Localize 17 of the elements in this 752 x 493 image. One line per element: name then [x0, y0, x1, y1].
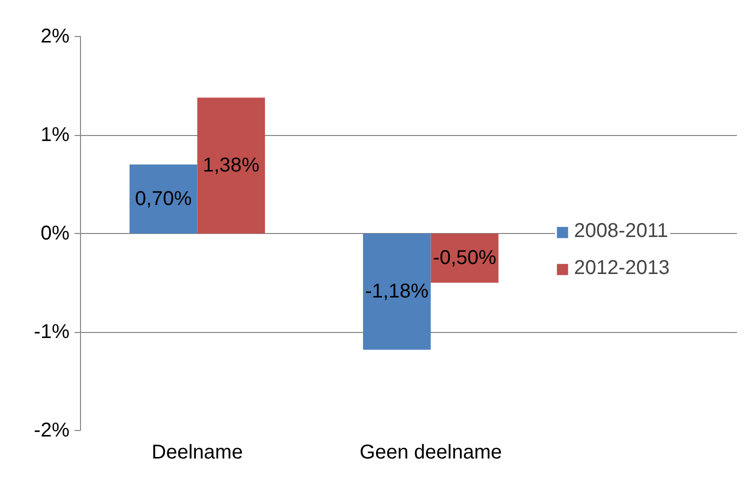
data-label: -0,50%: [432, 247, 497, 270]
y-tick-label: -2%: [34, 420, 70, 442]
bar: [363, 234, 431, 350]
legend-label: 2012-2013: [574, 257, 670, 280]
legend-label: 2008-2011: [574, 220, 668, 243]
bar: [130, 164, 198, 234]
data-label: 1,38%: [202, 154, 260, 177]
bar: [197, 98, 265, 234]
bar: [430, 234, 498, 283]
y-tick-label: 0%: [40, 222, 70, 244]
y-tick-label: 2%: [40, 26, 70, 48]
y-tick-label: 1%: [40, 124, 70, 146]
x-tick-label: Deelname: [152, 442, 243, 464]
data-label: 0,70%: [135, 188, 192, 210]
y-tick-label: -1%: [34, 321, 70, 343]
x-tick-label: Geen deelname: [360, 442, 502, 464]
data-label: -1,18%: [365, 280, 429, 303]
